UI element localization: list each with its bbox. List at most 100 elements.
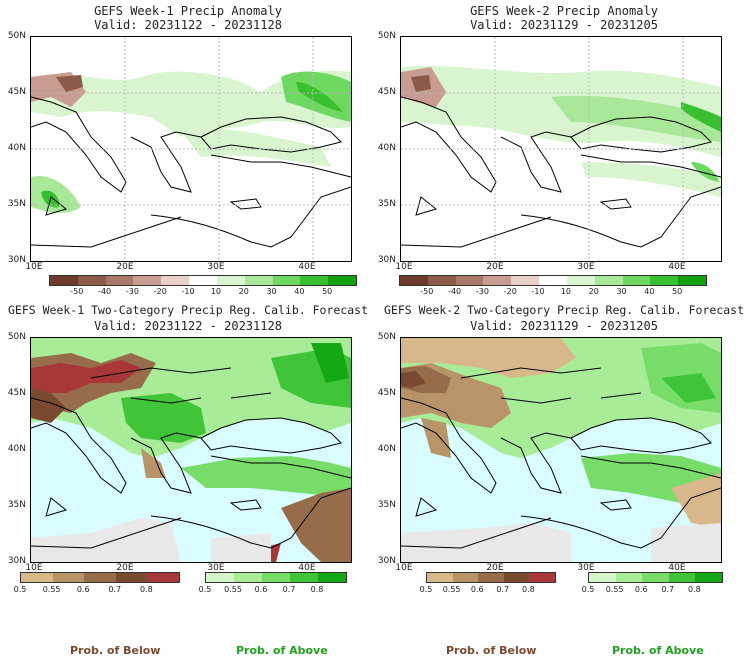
anomaly-map (400, 36, 722, 262)
colorbar-swatch (650, 276, 679, 285)
colorbar-swatch (695, 573, 722, 582)
colorbar-swatch (189, 276, 217, 285)
lat-label: 35N (7, 199, 26, 209)
colorbar-swatch (216, 276, 245, 285)
colorbar-label: 0.55 (605, 585, 624, 594)
colorbar-label: 0.8 (688, 585, 701, 594)
anomaly-colorbar-labels: -50 -40 -30 -20 -10 10 20 30 40 50 (399, 287, 707, 297)
prob-below-labels: 0.5 0.55 0.6 0.7 0.8 (14, 585, 180, 595)
lat-label: 30N (377, 255, 396, 265)
lon-label: 30E (577, 563, 595, 573)
map-svg (31, 37, 351, 261)
panel-week2-probability: GEFS Week-2 Two-Category Precip Reg. Cal… (376, 300, 752, 610)
colorbar-swatch (262, 573, 290, 582)
lat-label: 35N (377, 199, 396, 209)
lon-label: 40E (298, 262, 316, 272)
lon-label: 20E (486, 262, 504, 272)
colorbar-swatch (244, 276, 273, 285)
colorbar-swatch (84, 573, 116, 582)
colorbar-swatch (234, 573, 262, 582)
colorbar-label: 0.7 (661, 585, 675, 594)
colorbar-swatch (105, 276, 134, 285)
lat-label: 30N (7, 556, 26, 566)
colorbar-label: -10 (181, 287, 195, 296)
lat-label: 30N (7, 255, 26, 265)
lon-label: 40E (668, 563, 686, 573)
prob-below-colorbar (20, 572, 180, 583)
panel-valid-dates: Valid: 20231129 - 20231205 (470, 18, 658, 32)
panel-week1-probability: GEFS Week-1 Two-Category Precip Reg. Cal… (0, 300, 376, 610)
lat-label: 45N (377, 388, 396, 398)
colorbar-label: 40 (294, 287, 305, 296)
map-svg (401, 37, 721, 261)
colorbar-swatch (52, 573, 85, 582)
prob-above-colorbar (205, 572, 347, 583)
colorbar-label: 30 (616, 287, 627, 296)
colorbar-swatch (483, 276, 512, 285)
colorbar-swatch (290, 573, 318, 582)
anomaly-colorbar (399, 275, 707, 286)
anomaly-colorbar-labels: -50 -40 -30 -20 -10 10 20 30 40 50 (49, 287, 357, 297)
probability-map (400, 337, 722, 563)
prob-above-colorbar (588, 572, 723, 583)
panel-week1-anomaly: GEFS Week-1 Precip Anomaly Valid: 202311… (0, 0, 376, 300)
lon-label: 20E (116, 262, 134, 272)
colorbar-swatch (133, 276, 162, 285)
colorbar-label: 0.8 (140, 585, 153, 594)
colorbar-label: 20 (238, 287, 249, 296)
lat-label: 40N (7, 143, 26, 153)
colorbar-label: 0.55 (442, 585, 461, 594)
colorbar-label: 0.55 (224, 585, 242, 594)
prob-above-caption: Prob. of Above (236, 644, 328, 657)
colorbar-label: 10 (210, 287, 221, 296)
colorbar-swatch (427, 573, 453, 582)
lon-label: 20E (116, 563, 134, 573)
map-svg (31, 338, 351, 562)
lon-label: 10E (25, 262, 43, 272)
colorbar-label: 0.5 (419, 585, 433, 594)
colorbar-swatch (147, 573, 179, 582)
lon-label: 40E (668, 262, 686, 272)
colorbar-swatch (272, 276, 301, 285)
colorbar-label: 0.8 (310, 585, 324, 594)
prob-below-labels: 0.5 0.55 0.6 0.7 0.8 (420, 585, 556, 595)
colorbar-label: -20 (503, 287, 517, 296)
colorbar-swatch (328, 276, 356, 285)
colorbar-label: 0.6 (470, 585, 484, 594)
colorbar-swatch (300, 276, 329, 285)
colorbar-swatch (21, 573, 53, 582)
colorbar-swatch (400, 276, 428, 285)
lat-label: 50N (377, 31, 396, 41)
colorbar-label: 0.6 (634, 585, 648, 594)
lat-label: 50N (377, 332, 396, 342)
colorbar-label: 30 (266, 287, 277, 296)
colorbar-swatch (427, 276, 456, 285)
colorbar-swatch (539, 276, 567, 285)
colorbar-label: 0.5 (581, 585, 595, 594)
colorbar-label: -10 (531, 287, 545, 296)
colorbar-label: 0.8 (522, 585, 535, 594)
colorbar-label: 20 (588, 287, 599, 296)
colorbar-swatch (115, 573, 148, 582)
colorbar-label: 50 (672, 287, 683, 296)
panel-valid-dates: Valid: 20231122 - 20231128 (94, 319, 282, 333)
lat-label: 45N (7, 87, 26, 97)
colorbar-swatch (594, 276, 623, 285)
colorbar-label: 0.5 (198, 585, 212, 594)
panel-title: GEFS Week-2 Precip Anomaly (470, 4, 658, 18)
colorbar-swatch (318, 573, 346, 582)
colorbar-label: -50 (420, 287, 434, 296)
colorbar-swatch (622, 276, 651, 285)
lon-label: 30E (207, 563, 225, 573)
colorbar-label: -40 (98, 287, 112, 296)
colorbar-swatch (566, 276, 595, 285)
colorbar-swatch (615, 573, 643, 582)
colorbar-swatch (642, 573, 669, 582)
colorbar-label: 10 (560, 287, 571, 296)
map-svg (401, 338, 721, 562)
colorbar-swatch (77, 276, 106, 285)
colorbar-label: -20 (153, 287, 167, 296)
anomaly-colorbar (49, 275, 357, 286)
lat-label: 35N (7, 500, 26, 510)
colorbar-label: -30 (475, 287, 489, 296)
